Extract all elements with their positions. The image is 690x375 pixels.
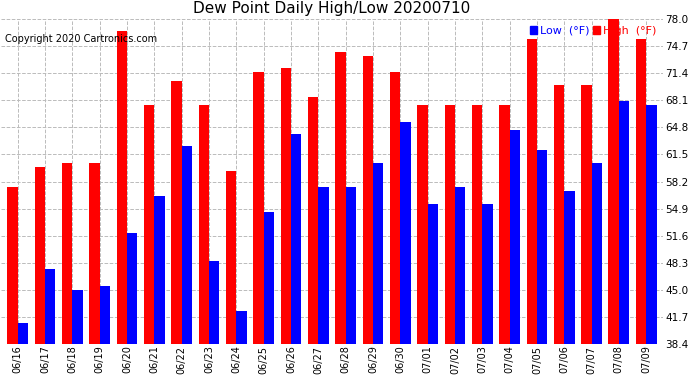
Bar xyxy=(564,192,575,375)
Bar xyxy=(281,68,291,375)
Bar xyxy=(362,56,373,375)
Legend: Low  (°F), High  (°F): Low (°F), High (°F) xyxy=(529,24,657,37)
Bar xyxy=(537,150,547,375)
Bar xyxy=(554,85,564,375)
Bar xyxy=(318,188,328,375)
Bar xyxy=(526,39,537,375)
Bar xyxy=(635,39,647,375)
Bar xyxy=(472,105,482,375)
Bar xyxy=(253,72,264,375)
Bar xyxy=(264,212,274,375)
Bar xyxy=(90,163,100,375)
Bar xyxy=(34,167,45,375)
Bar xyxy=(647,105,657,375)
Bar xyxy=(62,163,72,375)
Bar xyxy=(155,195,165,375)
Bar xyxy=(308,97,318,375)
Bar xyxy=(373,163,384,375)
Bar xyxy=(346,188,356,375)
Bar xyxy=(400,122,411,375)
Bar xyxy=(335,52,346,375)
Bar xyxy=(417,105,428,375)
Bar xyxy=(117,31,127,375)
Bar xyxy=(390,72,400,375)
Bar xyxy=(291,134,302,375)
Bar xyxy=(8,188,18,375)
Bar xyxy=(428,204,438,375)
Bar xyxy=(444,105,455,375)
Bar xyxy=(482,204,493,375)
Bar xyxy=(619,101,629,375)
Bar xyxy=(581,85,591,375)
Bar xyxy=(45,270,55,375)
Bar xyxy=(199,105,209,375)
Bar xyxy=(144,105,155,375)
Bar xyxy=(181,146,192,375)
Bar xyxy=(510,130,520,375)
Bar xyxy=(18,323,28,375)
Bar xyxy=(226,171,237,375)
Bar xyxy=(499,105,510,375)
Bar xyxy=(591,163,602,375)
Bar xyxy=(209,261,219,375)
Bar xyxy=(171,81,181,375)
Bar xyxy=(455,188,465,375)
Bar xyxy=(100,286,110,375)
Bar xyxy=(72,290,83,375)
Bar xyxy=(127,232,137,375)
Title: Dew Point Daily High/Low 20200710: Dew Point Daily High/Low 20200710 xyxy=(193,2,471,16)
Bar xyxy=(237,310,247,375)
Text: Copyright 2020 Cartronics.com: Copyright 2020 Cartronics.com xyxy=(5,34,157,44)
Bar xyxy=(609,19,619,375)
